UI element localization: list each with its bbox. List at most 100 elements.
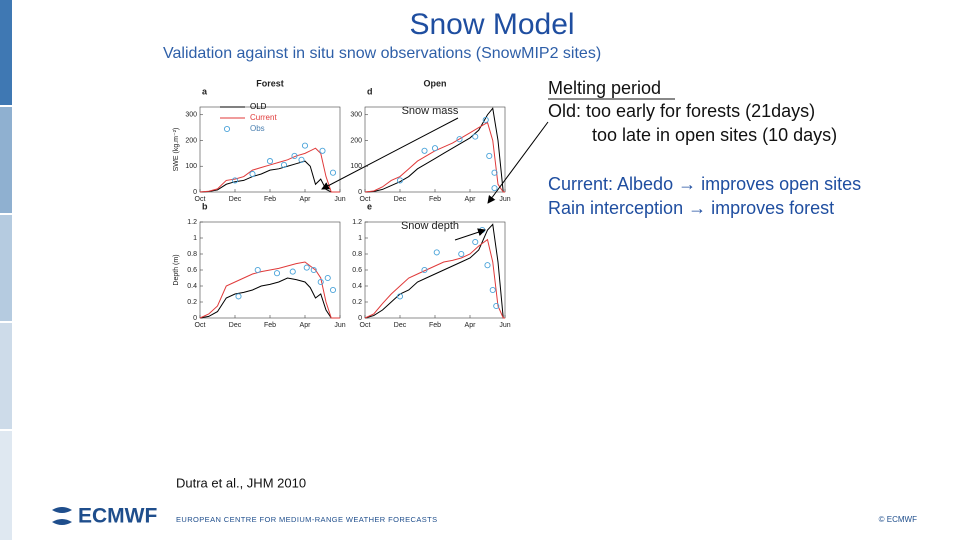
y-tick-label: 100 (185, 163, 197, 170)
x-tick-label: Apr (465, 196, 477, 203)
panel-letter: a (202, 86, 208, 96)
organisation: EUROPEAN CENTRE FOR MEDIUM-RANGE WEATHER… (176, 515, 438, 524)
x-tick-label: Apr (300, 196, 312, 203)
obs-point (482, 116, 489, 123)
note-line: Old: too early for forests (21days) (548, 101, 815, 121)
y-tick-label: 0.8 (352, 251, 362, 258)
x-tick-label: Jun (334, 322, 345, 329)
x-tick-label: Oct (195, 322, 206, 329)
y-axis-label: Depth (m) (173, 254, 180, 285)
panel-title: Open (423, 78, 446, 88)
series-line (199, 261, 340, 319)
obs-point (396, 177, 404, 184)
x-tick-label: Dec (394, 322, 407, 329)
slide-subtitle: Validation against in situ snow observat… (163, 45, 601, 62)
legend-label: OLD (250, 102, 267, 111)
obs-point (493, 302, 500, 310)
logo: ECMWF (52, 505, 157, 528)
obs-point (486, 152, 493, 159)
y-tick-label: 0.4 (187, 283, 197, 290)
obs-point (324, 274, 331, 282)
y-tick-label: 1 (358, 235, 362, 242)
obs-point (319, 147, 326, 154)
x-tick-label: Feb (429, 196, 441, 203)
x-tick-label: Oct (195, 196, 206, 203)
obs-point (254, 266, 261, 274)
y-tick-label: 100 (350, 163, 362, 170)
obs-point (291, 152, 298, 159)
panel-letter: d (367, 86, 373, 96)
y-tick-label: 1.2 (352, 219, 362, 226)
panel-title: Forest (256, 78, 284, 88)
obs-point (489, 286, 496, 294)
obs-point (280, 161, 288, 169)
sidebar-block (0, 215, 12, 321)
notes-heading: Melting period (548, 78, 661, 98)
panel-letter: b (202, 201, 208, 211)
obs-point (310, 266, 317, 274)
series-line (199, 277, 340, 319)
obs-point (421, 266, 428, 274)
series-line (199, 147, 340, 193)
series-line (364, 121, 505, 193)
reference: Dutra et al., JHM 2010 (176, 475, 306, 490)
x-tick-label: Oct (360, 196, 371, 203)
plot-frame (364, 106, 506, 193)
obs-point (266, 158, 274, 165)
obs-point (303, 264, 310, 271)
sidebar-block (0, 323, 12, 429)
sidebar-block (0, 431, 12, 540)
x-tick-label: Apr (300, 322, 312, 329)
x-tick-label: Apr (465, 322, 477, 329)
y-tick-label: 0 (193, 315, 197, 322)
obs-point (273, 270, 281, 277)
sidebar-block (0, 0, 12, 105)
obs-point (491, 185, 498, 192)
y-tick-label: 0 (358, 189, 362, 196)
logo-text: ECMWF (78, 505, 157, 528)
x-tick-label: Feb (264, 322, 276, 329)
obs-point (458, 250, 465, 258)
slide-title: Snow Model (409, 8, 574, 41)
note-line: Rain interception → improves forest (548, 198, 834, 218)
copyright: © ECMWF (879, 515, 917, 524)
y-tick-label: 200 (350, 137, 362, 144)
series-line (364, 223, 505, 319)
series-line (364, 238, 505, 319)
obs-point (329, 169, 337, 176)
obs-point (317, 278, 324, 286)
y-tick-label: 0.6 (187, 267, 197, 274)
x-tick-label: Oct (360, 322, 371, 329)
obs-point (431, 145, 439, 152)
x-tick-label: Jun (499, 196, 510, 203)
y-tick-label: 300 (185, 112, 197, 119)
sidebar-block (0, 107, 12, 213)
obs-point (235, 293, 242, 300)
x-tick-label: Dec (229, 196, 242, 203)
x-tick-label: Feb (264, 196, 276, 203)
obs-point (484, 262, 491, 269)
obs-point (472, 133, 479, 140)
y-tick-label: 0.8 (187, 251, 197, 258)
obs-point (249, 170, 256, 178)
obs-point (298, 156, 305, 163)
arrow (487, 121, 549, 204)
y-tick-label: 0.6 (352, 267, 362, 274)
obs-point (301, 142, 309, 149)
plot-frame (364, 221, 506, 319)
obs-point (456, 136, 463, 143)
arrow (321, 117, 459, 190)
obs-point (421, 147, 428, 154)
arrow (454, 228, 486, 241)
y-axis-label: SWE (kg.m⁻²) (173, 128, 180, 172)
obs-point (231, 177, 239, 184)
obs-point (396, 293, 404, 300)
legend-label: Obs (250, 124, 265, 133)
y-tick-label: 0 (358, 315, 362, 322)
annotation: Snow depth (401, 220, 459, 232)
y-tick-label: 1 (193, 235, 197, 242)
obs-point (329, 286, 337, 294)
x-tick-label: Jun (334, 196, 345, 203)
